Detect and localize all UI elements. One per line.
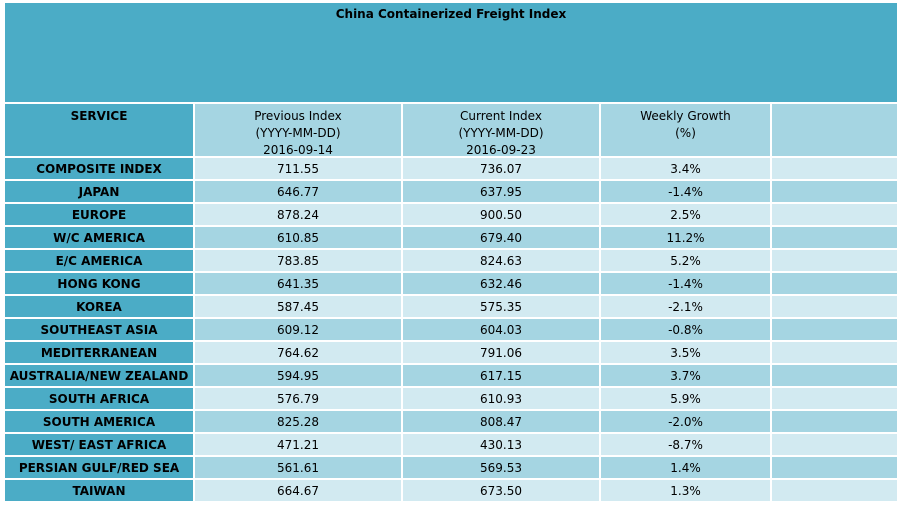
data-cell: 5.9%: [601, 388, 770, 409]
data-cell: -2.1%: [601, 296, 770, 317]
data-cell: 736.07: [403, 158, 599, 179]
data-cell: 641.35: [195, 273, 401, 294]
service-cell: E/C AMERICA: [5, 250, 193, 271]
data-cell: [772, 296, 897, 317]
data-cell: 783.85: [195, 250, 401, 271]
data-cell: 791.06: [403, 342, 599, 363]
header-cell: Current Index (YYYY-MM-DD) 2016-09-23: [403, 104, 599, 157]
title-band: China Containerized Freight Index: [5, 3, 897, 102]
data-cell: [772, 365, 897, 386]
data-cell: 575.35: [403, 296, 599, 317]
data-cell: 471.21: [195, 434, 401, 455]
data-cell: 711.55: [195, 158, 401, 179]
service-cell: HONG KONG: [5, 273, 193, 294]
data-cell: -1.4%: [601, 181, 770, 202]
data-cell: [772, 434, 897, 455]
data-cell: 561.61: [195, 457, 401, 478]
data-cell: [772, 204, 897, 225]
data-cell: [772, 388, 897, 409]
service-cell: WEST/ EAST AFRICA: [5, 434, 193, 455]
data-cell: 576.79: [195, 388, 401, 409]
service-cell: KOREA: [5, 296, 193, 317]
freight-table: SERVICE Previous Index (YYYY-MM-DD) 2016-09…: [5, 104, 897, 501]
data-cell: [772, 273, 897, 294]
data-cell: 825.28: [195, 411, 401, 432]
data-cell: -1.4%: [601, 273, 770, 294]
data-cell: 637.95: [403, 181, 599, 202]
data-cell: 430.13: [403, 434, 599, 455]
data-cell: [772, 411, 897, 432]
data-cell: 610.93: [403, 388, 599, 409]
service-cell: W/C AMERICA: [5, 227, 193, 248]
data-cell: -8.7%: [601, 434, 770, 455]
header-text: (YYYY-MM-DD): [255, 126, 341, 140]
data-cell: [772, 227, 897, 248]
data-cell: [772, 250, 897, 271]
data-cell: 1.4%: [601, 457, 770, 478]
data-cell: [772, 457, 897, 478]
header-text: 2016-09-14: [263, 143, 333, 157]
data-cell: 764.62: [195, 342, 401, 363]
data-cell: 11.2%: [601, 227, 770, 248]
data-cell: 3.5%: [601, 342, 770, 363]
header-text: Previous Index: [254, 109, 342, 123]
data-cell: 604.03: [403, 319, 599, 340]
service-cell: COMPOSITE INDEX: [5, 158, 193, 179]
data-cell: [772, 342, 897, 363]
header-cell: SERVICE: [5, 104, 193, 156]
data-cell: 569.53: [403, 457, 599, 478]
data-cell: [772, 158, 897, 179]
data-cell: 610.85: [195, 227, 401, 248]
header-cell: Previous Index (YYYY-MM-DD) 2016-09-14: [195, 104, 401, 157]
service-cell: SOUTH AMERICA: [5, 411, 193, 432]
data-cell: [772, 480, 897, 501]
service-cell: MEDITERRANEAN: [5, 342, 193, 363]
data-cell: 587.45: [195, 296, 401, 317]
data-cell: 5.2%: [601, 250, 770, 271]
data-cell: 1.3%: [601, 480, 770, 501]
service-cell: AUSTRALIA/NEW ZEALAND: [5, 365, 193, 386]
data-cell: -2.0%: [601, 411, 770, 432]
header-text: SERVICE: [70, 109, 128, 123]
header-text: (%): [675, 126, 696, 140]
data-cell: 3.4%: [601, 158, 770, 179]
data-cell: [772, 181, 897, 202]
title: China Containerized Freight Index: [335, 7, 567, 21]
data-cell: 594.95: [195, 365, 401, 386]
service-cell: SOUTHEAST ASIA: [5, 319, 193, 340]
data-cell: 3.7%: [601, 365, 770, 386]
data-cell: 617.15: [403, 365, 599, 386]
service-cell: SOUTH AFRICA: [5, 388, 193, 409]
data-cell: [772, 319, 897, 340]
service-cell: JAPAN: [5, 181, 193, 202]
header-text: 2016-09-23: [466, 143, 536, 157]
header-text: (YYYY-MM-DD): [458, 126, 544, 140]
data-cell: 679.40: [403, 227, 599, 248]
header-cell: [772, 104, 897, 156]
data-cell: 824.63: [403, 250, 599, 271]
header-text: Weekly Growth: [640, 109, 731, 123]
data-cell: 664.67: [195, 480, 401, 501]
data-cell: 673.50: [403, 480, 599, 501]
data-cell: 632.46: [403, 273, 599, 294]
data-cell: 808.47: [403, 411, 599, 432]
data-cell: -0.8%: [601, 319, 770, 340]
data-cell: 609.12: [195, 319, 401, 340]
data-cell: 900.50: [403, 204, 599, 225]
service-cell: TAIWAN: [5, 480, 193, 501]
data-cell: 2.5%: [601, 204, 770, 225]
service-cell: PERSIAN GULF/RED SEA: [5, 457, 193, 478]
header-cell: Weekly Growth (%): [601, 104, 770, 156]
service-cell: EUROPE: [5, 204, 193, 225]
data-cell: 646.77: [195, 181, 401, 202]
data-cell: 878.24: [195, 204, 401, 225]
header-text: Current Index: [460, 109, 542, 123]
